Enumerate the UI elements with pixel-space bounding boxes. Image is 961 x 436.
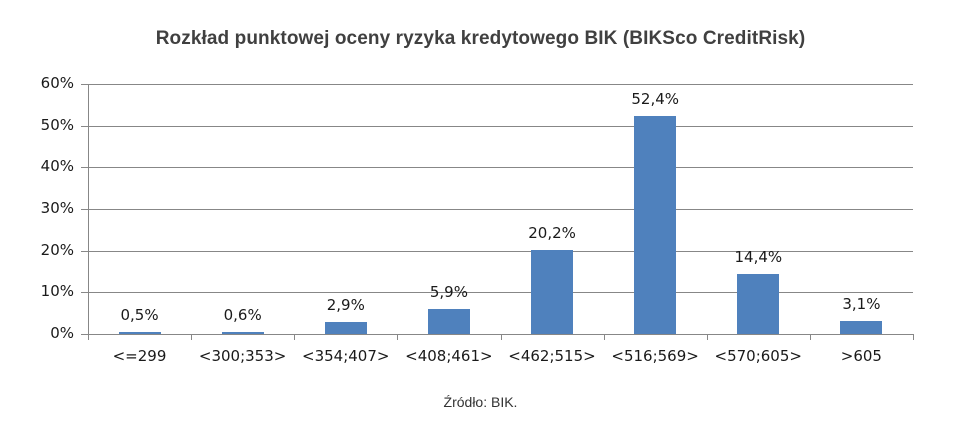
- plot-area: 0% 10% 20% 30% 40% 50% 60% 0,5% <=299 0,6% <300;35…: [41, 74, 914, 365]
- x-tick-label: >605: [840, 347, 882, 365]
- bar: [737, 274, 780, 334]
- data-label: 2,9%: [326, 295, 365, 314]
- x-tick: [603, 334, 605, 340]
- data-label: 3,1%: [842, 295, 881, 314]
- y-tick-label: 30%: [40, 199, 74, 217]
- bar: [221, 331, 264, 334]
- x-tick-label: <=299: [112, 347, 167, 365]
- y-tick: [81, 334, 88, 335]
- x-tick-label: <408;461>: [405, 347, 493, 365]
- y-tick-label: 60%: [40, 74, 74, 92]
- gridline: [88, 84, 913, 85]
- data-label: 0,6%: [223, 305, 262, 324]
- source-note: Źródło: BIK.: [443, 394, 518, 410]
- bar: [840, 321, 883, 334]
- y-tick: [81, 125, 88, 127]
- gridline: [88, 167, 913, 169]
- x-tick: [500, 334, 502, 340]
- data-label: 52,4%: [631, 89, 680, 108]
- data-label: 0,5%: [120, 305, 159, 324]
- x-tick-label: <516;569>: [611, 347, 699, 365]
- x-tick: [397, 334, 399, 340]
- bar: [531, 249, 574, 334]
- bar: [427, 309, 470, 334]
- bar: [634, 115, 677, 334]
- x-tick-label: <300;353>: [198, 347, 287, 365]
- x-tick-label: <462;515>: [508, 347, 596, 365]
- y-tick: [81, 292, 88, 294]
- y-tick: [81, 167, 88, 169]
- bar: [324, 321, 367, 334]
- chart-title: Rozkład punktowej oceny ryzyka kredytowe…: [155, 28, 806, 49]
- gridline: [88, 209, 913, 210]
- y-tick-label: 0%: [50, 324, 74, 342]
- data-label: 20,2%: [528, 223, 576, 242]
- gridline: [88, 250, 913, 252]
- y-tick: [81, 84, 88, 85]
- y-tick-label: 20%: [40, 240, 74, 259]
- x-tick: [294, 334, 296, 340]
- x-tick: [88, 334, 89, 340]
- y-tick-label: 10%: [40, 282, 74, 301]
- x-tick-label: <570;605>: [714, 347, 802, 365]
- x-tick: [913, 334, 914, 340]
- data-label: 5,9%: [429, 283, 468, 302]
- x-tick: [191, 334, 193, 340]
- y-axis: [88, 84, 89, 339]
- x-tick: [706, 334, 708, 340]
- gridline: [88, 292, 913, 294]
- y-tick-label: 50%: [40, 115, 74, 134]
- data-label: 14,4%: [734, 248, 783, 266]
- gridline: [88, 125, 913, 127]
- y-tick-label: 40%: [40, 157, 74, 176]
- x-tick-label: <354;407>: [302, 347, 390, 365]
- y-tick: [81, 250, 88, 252]
- y-tick: [81, 209, 88, 210]
- bar: [118, 331, 161, 334]
- x-tick: [809, 334, 811, 340]
